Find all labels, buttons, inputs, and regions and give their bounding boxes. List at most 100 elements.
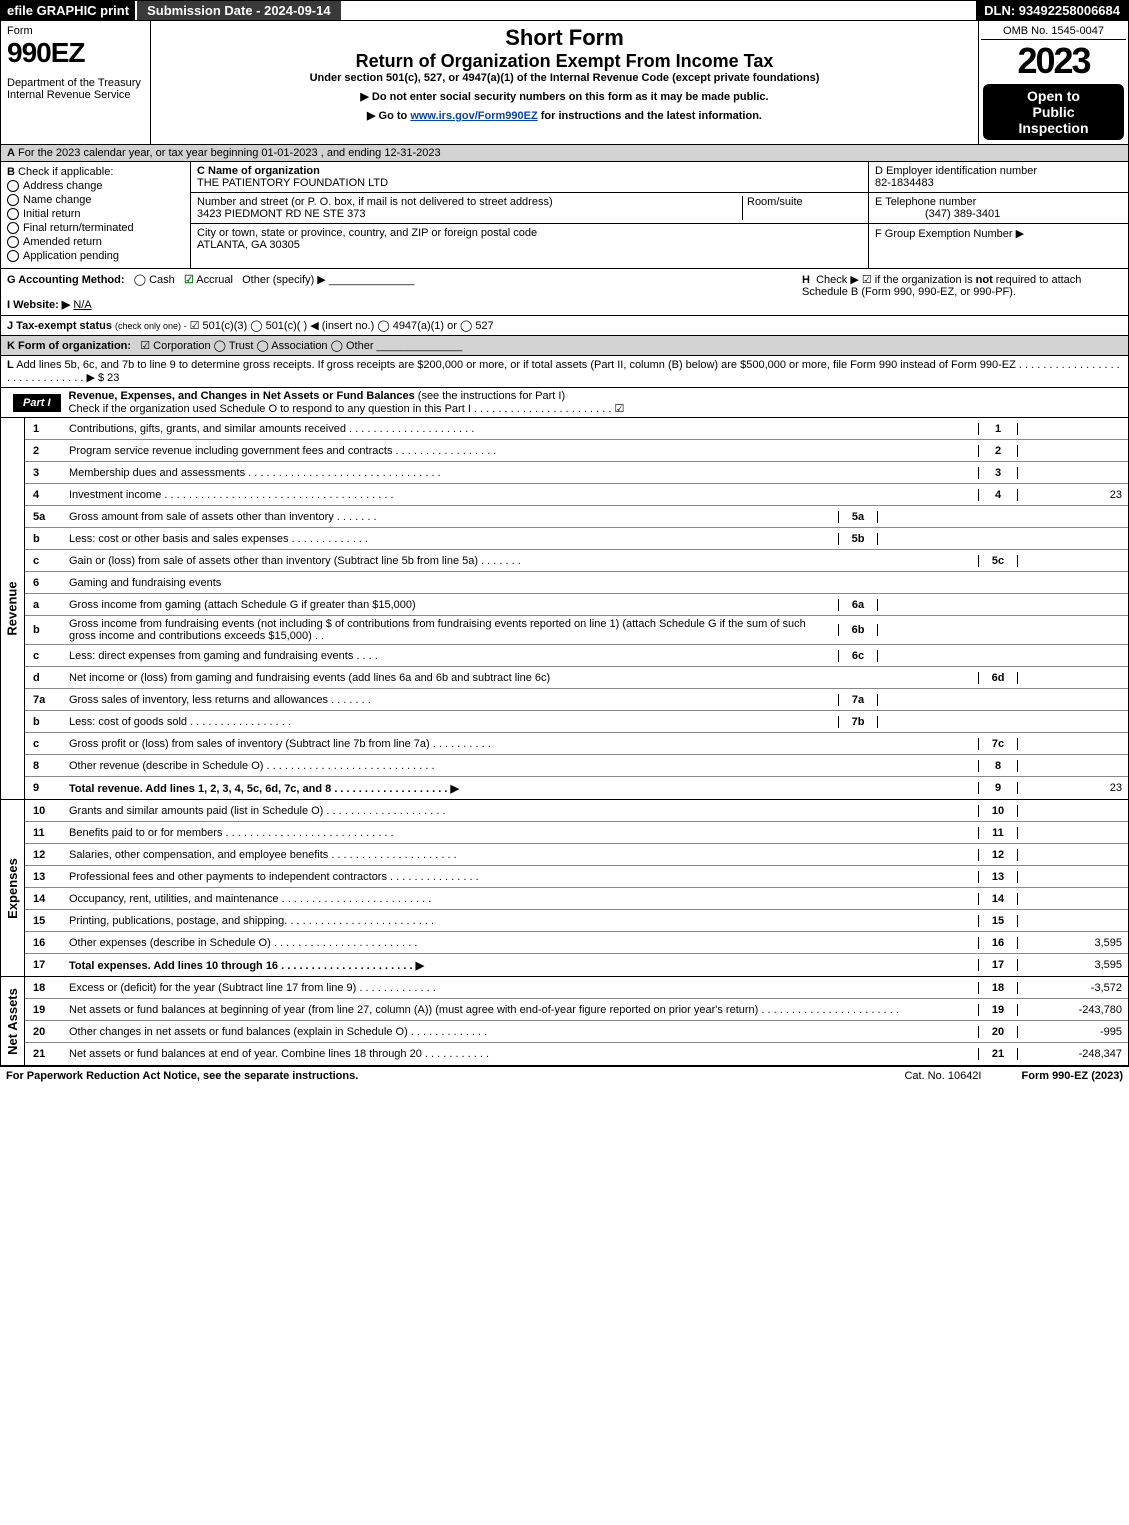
line-21-value: -248,347 — [1018, 1048, 1128, 1060]
identification-block: B Check if applicable: Address changeNam… — [0, 162, 1129, 269]
line-8: 8Other revenue (describe in Schedule O) … — [25, 755, 1128, 777]
line-1: 1Contributions, gifts, grants, and simil… — [25, 418, 1128, 440]
checkbox-icon — [7, 222, 19, 234]
topbar: efile GRAPHIC print Submission Date - 20… — [0, 0, 1129, 21]
row-j: J Tax-exempt status (check only one) - ☑… — [0, 316, 1129, 336]
line-6: 6Gaming and fundraising events — [25, 572, 1128, 594]
line-17: 17Total expenses. Add lines 10 through 1… — [25, 954, 1128, 976]
line-18-value: -3,572 — [1018, 982, 1128, 994]
omb-number: OMB No. 1545-0047 — [981, 23, 1126, 40]
row-h: H Check ▶ ☑ if the organization is not r… — [802, 273, 1122, 311]
paperwork-notice: For Paperwork Reduction Act Notice, see … — [6, 1070, 358, 1082]
header-right: OMB No. 1545-0047 2023 Open to Public In… — [978, 21, 1128, 144]
tax-year: 2023 — [981, 40, 1126, 82]
revenue-section: Revenue 1Contributions, gifts, grants, a… — [0, 418, 1129, 800]
line-20-value: -995 — [1018, 1026, 1128, 1038]
line-c: cGross profit or (loss) from sales of in… — [25, 733, 1128, 755]
checkbox-icon — [7, 250, 19, 262]
checkbox-application-pending[interactable]: Application pending — [7, 250, 184, 262]
line-7a: 7aGross sales of inventory, less returns… — [25, 689, 1128, 711]
page-footer: For Paperwork Reduction Act Notice, see … — [0, 1066, 1129, 1085]
checkbox-address-change[interactable]: Address change — [7, 180, 184, 192]
dln: DLN: 93492258006684 — [976, 1, 1128, 20]
line-b: bLess: cost of goods sold . . . . . . . … — [25, 711, 1128, 733]
phone: (347) 389-3401 — [875, 208, 1000, 220]
net-assets-side-label: Net Assets — [1, 977, 25, 1065]
line-4-value: 23 — [1018, 489, 1128, 501]
form-ref: Form 990-EZ (2023) — [1022, 1070, 1124, 1082]
efile-label[interactable]: efile GRAPHIC print — [1, 1, 135, 20]
row-l: L Add lines 5b, 6c, and 7b to line 9 to … — [0, 356, 1129, 388]
irs-link[interactable]: www.irs.gov/Form990EZ — [410, 110, 537, 122]
line-c: cLess: direct expenses from gaming and f… — [25, 645, 1128, 667]
website: N/A — [73, 299, 91, 311]
dept-label: Department of the Treasury — [7, 77, 144, 89]
line-4: 4Investment income . . . . . . . . . . .… — [25, 484, 1128, 506]
ein: 82-1834483 — [875, 177, 934, 189]
checkbox-initial-return[interactable]: Initial return — [7, 208, 184, 220]
line-11: 11Benefits paid to or for members . . . … — [25, 822, 1128, 844]
line-5a: 5aGross amount from sale of assets other… — [25, 506, 1128, 528]
org-name: THE PATIENTORY FOUNDATION LTD — [197, 177, 388, 189]
checkbox-name-change[interactable]: Name change — [7, 194, 184, 206]
line-9: 9Total revenue. Add lines 1, 2, 3, 4, 5c… — [25, 777, 1128, 799]
section-b: B Check if applicable: Address changeNam… — [1, 162, 191, 268]
room-label: Room/suite — [747, 196, 803, 208]
line-13: 13Professional fees and other payments t… — [25, 866, 1128, 888]
header-left: Form 990EZ Department of the Treasury In… — [1, 21, 151, 144]
row-a-tax-year: A For the 2023 calendar year, or tax yea… — [0, 145, 1129, 162]
title-return: Return of Organization Exempt From Incom… — [157, 51, 972, 72]
line-b: bGross income from fundraising events (n… — [25, 616, 1128, 645]
checkbox-icon — [7, 208, 19, 220]
submission-date: Submission Date - 2024-09-14 — [135, 1, 341, 20]
line-2: 2Program service revenue including gover… — [25, 440, 1128, 462]
line-15: 15Printing, publications, postage, and s… — [25, 910, 1128, 932]
line-18: 18Excess or (deficit) for the year (Subt… — [25, 977, 1128, 999]
group-exemption-label: F Group Exemption Number ▶ — [875, 228, 1024, 240]
line-14: 14Occupancy, rent, utilities, and mainte… — [25, 888, 1128, 910]
section-d-e-f: D Employer identification number 82-1834… — [868, 162, 1128, 268]
title-short-form: Short Form — [157, 25, 972, 51]
row-k: K Form of organization: ☑ Corporation ◯ … — [0, 336, 1129, 356]
name-label: C Name of organization — [197, 165, 320, 177]
checkbox-icon — [7, 194, 19, 206]
line-b: bLess: cost or other basis and sales exp… — [25, 528, 1128, 550]
addr-label: Number and street (or P. O. box, if mail… — [197, 196, 553, 208]
header-mid: Short Form Return of Organization Exempt… — [151, 21, 978, 144]
expenses-section: Expenses 10Grants and similar amounts pa… — [0, 800, 1129, 977]
phone-label: E Telephone number — [875, 196, 976, 208]
form-number: 990EZ — [7, 37, 144, 69]
checkbox-amended-return[interactable]: Amended return — [7, 236, 184, 248]
checkbox-icon — [7, 236, 19, 248]
street-address: 3423 PIEDMONT RD NE STE 373 — [197, 208, 366, 220]
line-3: 3Membership dues and assessments . . . .… — [25, 462, 1128, 484]
section-c: C Name of organization THE PATIENTORY FO… — [191, 162, 868, 268]
ein-label: D Employer identification number — [875, 165, 1037, 177]
checkbox-final-return-terminated[interactable]: Final return/terminated — [7, 222, 184, 234]
line-d: dNet income or (loss) from gaming and fu… — [25, 667, 1128, 689]
form-label: Form — [7, 25, 144, 37]
line-17-value: 3,595 — [1018, 959, 1128, 971]
city-label: City or town, state or province, country… — [197, 227, 537, 239]
cat-number: Cat. No. 10642I — [904, 1070, 981, 1082]
line-19-value: -243,780 — [1018, 1004, 1128, 1016]
line-20: 20Other changes in net assets or fund ba… — [25, 1021, 1128, 1043]
line-16: 16Other expenses (describe in Schedule O… — [25, 932, 1128, 954]
subtitle: Under section 501(c), 527, or 4947(a)(1)… — [157, 72, 972, 84]
line-12: 12Salaries, other compensation, and empl… — [25, 844, 1128, 866]
city-state-zip: ATLANTA, GA 30305 — [197, 239, 300, 251]
line-c: cGain or (loss) from sale of assets othe… — [25, 550, 1128, 572]
irs-label: Internal Revenue Service — [7, 89, 144, 101]
row-g-h: G Accounting Method: ◯ Cash ☑ Accrual Ot… — [0, 269, 1129, 316]
net-assets-section: Net Assets 18Excess or (deficit) for the… — [0, 977, 1129, 1066]
revenue-side-label: Revenue — [1, 418, 25, 799]
instr-link: ▶ Go to www.irs.gov/Form990EZ for instru… — [157, 109, 972, 122]
line-21: 21Net assets or fund balances at end of … — [25, 1043, 1128, 1065]
part1-header: Part I Revenue, Expenses, and Changes in… — [0, 388, 1129, 418]
line-19: 19Net assets or fund balances at beginni… — [25, 999, 1128, 1021]
form-header: Form 990EZ Department of the Treasury In… — [0, 21, 1129, 145]
public-inspection-box: Open to Public Inspection — [983, 84, 1124, 140]
expenses-side-label: Expenses — [1, 800, 25, 976]
line-9-value: 23 — [1018, 782, 1128, 794]
instr-ssn: ▶ Do not enter social security numbers o… — [157, 90, 972, 103]
